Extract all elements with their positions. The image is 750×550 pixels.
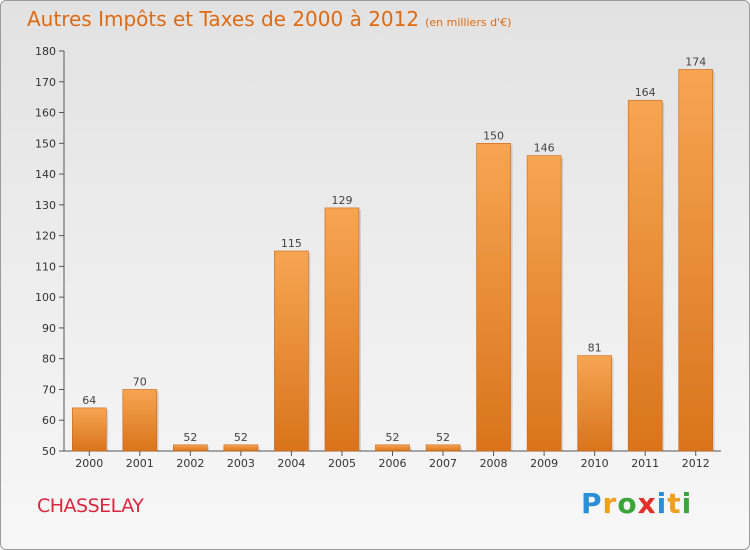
y-tick-label: 180 bbox=[35, 45, 56, 58]
y-tick-label: 60 bbox=[42, 414, 56, 427]
brand-letter: i bbox=[656, 487, 668, 520]
y-tick-label: 110 bbox=[35, 260, 56, 273]
y-tick-label: 170 bbox=[35, 76, 56, 89]
bar-2005 bbox=[324, 207, 360, 452]
data-label-2002: 52 bbox=[183, 431, 197, 444]
x-tick-label-2010: 2010 bbox=[581, 457, 609, 470]
y-tick-label: 140 bbox=[35, 168, 56, 181]
bar-2006 bbox=[375, 444, 410, 452]
brand-letter: r bbox=[602, 487, 618, 520]
y-tick-label: 130 bbox=[35, 199, 56, 212]
bar-2007 bbox=[425, 444, 461, 452]
x-tick-label-2004: 2004 bbox=[277, 457, 305, 470]
chart-title: Autres Impôts et Taxes de 2000 à 2012 (en… bbox=[27, 7, 511, 31]
y-tick-label: 90 bbox=[42, 322, 56, 335]
data-label-2008: 150 bbox=[483, 129, 504, 142]
y-tick-label: 120 bbox=[35, 230, 56, 243]
data-label-2001: 70 bbox=[133, 375, 147, 388]
data-label-2011: 164 bbox=[635, 86, 656, 99]
x-tick-label-2001: 2001 bbox=[126, 457, 154, 470]
bar-2003 bbox=[223, 444, 259, 452]
y-tick-label: 160 bbox=[35, 107, 56, 120]
x-tick-label-2011: 2011 bbox=[631, 457, 659, 470]
bar-2011 bbox=[627, 99, 663, 452]
brand-letter: o bbox=[617, 487, 638, 520]
bar-2002 bbox=[173, 444, 208, 452]
commune-name: CHASSELAY bbox=[37, 495, 144, 517]
brand-letter: x bbox=[637, 487, 657, 520]
y-tick-label: 70 bbox=[42, 383, 56, 396]
x-tick-label-2007: 2007 bbox=[429, 457, 457, 470]
data-label-2009: 146 bbox=[534, 142, 555, 155]
x-tick-label-2009: 2009 bbox=[530, 457, 558, 470]
y-tick-label: 80 bbox=[42, 353, 56, 366]
bar-2008 bbox=[476, 143, 511, 452]
x-tick-label-2008: 2008 bbox=[480, 457, 508, 470]
bar-2001 bbox=[122, 389, 158, 452]
bar-2009 bbox=[526, 155, 562, 452]
y-tick-label: 50 bbox=[42, 445, 56, 458]
brand-letter: i bbox=[681, 487, 693, 520]
brand-letter: t bbox=[667, 487, 682, 520]
x-tick-label-2000: 2000 bbox=[75, 457, 103, 470]
y-tick-label: 100 bbox=[35, 291, 56, 304]
x-tick-label-2005: 2005 bbox=[328, 457, 356, 470]
data-label-2004: 115 bbox=[281, 237, 302, 250]
y-tick-label: 150 bbox=[35, 137, 56, 150]
x-tick-label-2003: 2003 bbox=[227, 457, 255, 470]
chart-title-text: Autres Impôts et Taxes de 2000 à 2012 bbox=[27, 7, 420, 31]
x-tick-label-2006: 2006 bbox=[379, 457, 407, 470]
data-label-2005: 129 bbox=[331, 194, 352, 207]
data-label-2006: 52 bbox=[386, 431, 400, 444]
data-label-2010: 81 bbox=[588, 342, 602, 355]
data-label-2000: 64 bbox=[82, 394, 96, 407]
bar-2000 bbox=[71, 407, 107, 452]
brand-logo: Proxiti bbox=[581, 487, 692, 520]
bar-2010 bbox=[577, 355, 612, 452]
data-label-2007: 52 bbox=[436, 431, 450, 444]
x-tick-label-2002: 2002 bbox=[176, 457, 204, 470]
bar-2004 bbox=[274, 250, 309, 452]
bar-2012 bbox=[678, 69, 714, 452]
brand-letter: P bbox=[581, 487, 603, 520]
data-label-2012: 174 bbox=[685, 55, 706, 68]
x-tick-label-2012: 2012 bbox=[682, 457, 710, 470]
chart-subtitle: (en milliers d'€) bbox=[425, 16, 512, 29]
data-label-2003: 52 bbox=[234, 431, 248, 444]
